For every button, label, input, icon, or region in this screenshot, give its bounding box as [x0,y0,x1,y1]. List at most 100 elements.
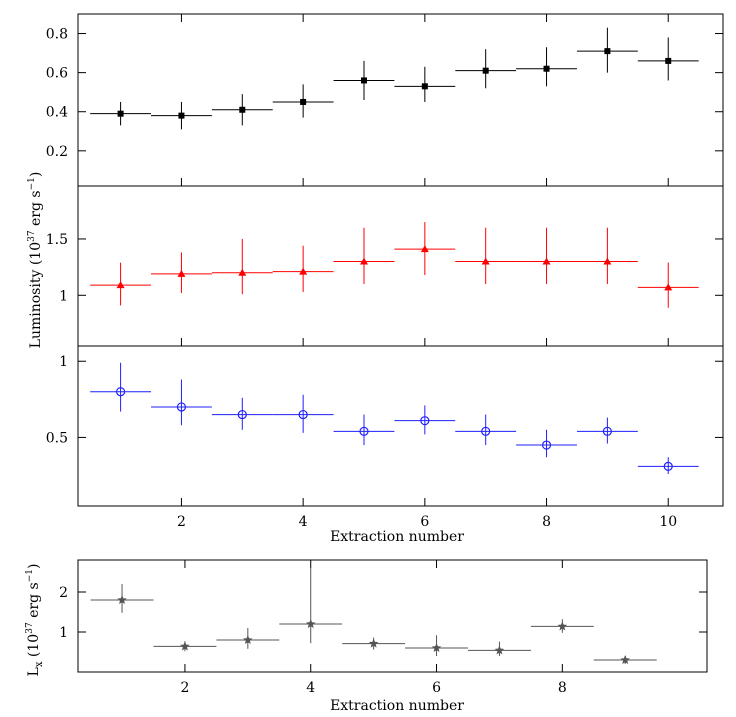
panel-2-point [516,227,577,285]
panel-4-marker [557,621,568,631]
panel-2-marker [420,245,429,253]
panel-1-ytick-label: 0.8 [46,27,68,43]
panel-4-point [467,641,531,656]
panel-2-point [211,238,273,295]
panel-2-point [455,227,517,285]
panel-2-marker [238,268,247,276]
panel-3-xtick-label: 2 [177,514,186,530]
panel-1-marker [178,112,185,119]
panel-4-marker [620,655,630,665]
panel-3-marker [237,409,247,420]
panel-3-point [272,394,334,433]
y-axis-label-lx: Lx (1037 erg s−1) [25,564,45,677]
panel-3-ytick-label: 0.5 [46,430,68,446]
panel-2-point [151,252,212,294]
panel-2-point [90,262,152,306]
panel-4-xtick-label: 6 [432,680,441,696]
panel-1-point [637,37,699,81]
panel-1-point [455,49,517,89]
panel-4-marker [305,619,316,629]
panel-3-point [333,414,395,446]
panel-1-point [272,84,334,118]
panel-4-point [405,635,468,656]
panel-1-marker [300,98,307,105]
panel-2-ytick-label: 1 [59,288,68,304]
panel-2-point [272,245,334,292]
panel-4-marker [180,641,190,651]
panel-1-ytick-label: 0.6 [46,66,68,82]
panel-2-point [333,227,395,285]
panel-1-marker [421,83,428,90]
panel-3-marker [359,426,369,436]
panel-3-frame [77,345,724,507]
panel-4-point [342,637,406,650]
panel-2-marker [481,257,490,265]
panel-3-marker [602,426,612,436]
panel-1-point [211,94,273,126]
panel-lx-frame [77,559,708,673]
panel-3-point [516,429,577,458]
panel-4-point [153,641,217,652]
panel-4-ytick-label: 1 [59,625,68,641]
panel-4-point [593,655,657,665]
panel-3-marker [115,387,126,397]
panel-1-marker [543,65,550,72]
panel-2-point [637,262,699,308]
panel-3-point [637,457,699,474]
panel-2-marker [359,257,368,265]
panel-2-marker [177,269,186,277]
panel-1-point [151,101,212,130]
panel-3-ytick-label: 1 [59,354,68,370]
panel-4-marker [117,595,127,605]
panel-1-point [516,47,577,87]
panel-3-marker [663,461,673,471]
panel-1-marker [239,106,246,113]
panel-4-point [90,584,154,613]
panel-3-xtick-label: 8 [542,514,551,530]
panel-2-marker [116,281,125,289]
panel-4-xtick-label: 2 [180,680,189,696]
panel-3-point [90,362,152,412]
panel-1-frame [77,13,724,187]
panel-4-point [216,628,280,649]
panel-2-marker [603,257,612,265]
panel-1-ytick-label: 0.2 [46,144,68,160]
panel-1-point [333,60,395,100]
panel-2-ytick-label: 1.5 [46,232,68,248]
panel-1-marker [482,67,489,74]
panel-4-point [530,619,594,633]
panel-3-marker [298,409,308,420]
panel-3-marker [481,426,491,436]
y-axis-label-main: Luminosity (1037 erg s−1) [27,172,44,349]
panel-3-xtick-label: 10 [659,514,677,530]
panel-3-xtick-label: 6 [420,514,429,530]
panel-3-marker [541,440,552,450]
panel-3-point [151,379,212,426]
panel-4-ytick-label: 2 [59,585,68,601]
panel-4-marker [494,645,505,655]
panel-1-ytick-label: 0.4 [46,105,68,121]
panel-3-marker [420,416,430,426]
panel-3-point [394,405,456,435]
panel-1-marker [604,48,611,55]
panel-1-marker [360,77,367,84]
panel-3-xtick-label: 4 [299,514,308,530]
panel-4-xtick-label: 8 [558,680,567,696]
panel-4-point [279,568,343,644]
data-layer [90,27,699,665]
panel-1-marker [665,57,672,64]
panel-4-marker [431,643,442,653]
panel-1-point [90,101,152,126]
panel-3-point [576,417,638,444]
panel-2-point [576,227,638,285]
panel-2-point [394,222,456,276]
panel-2-marker [542,257,551,265]
x-axis-label-lx: Extraction number [330,698,464,714]
panel-1-marker [117,110,124,117]
panel-1-point [394,66,456,102]
panel-3-point [455,414,517,446]
panel-2-marker [299,267,308,275]
panel-3-point [211,397,273,430]
